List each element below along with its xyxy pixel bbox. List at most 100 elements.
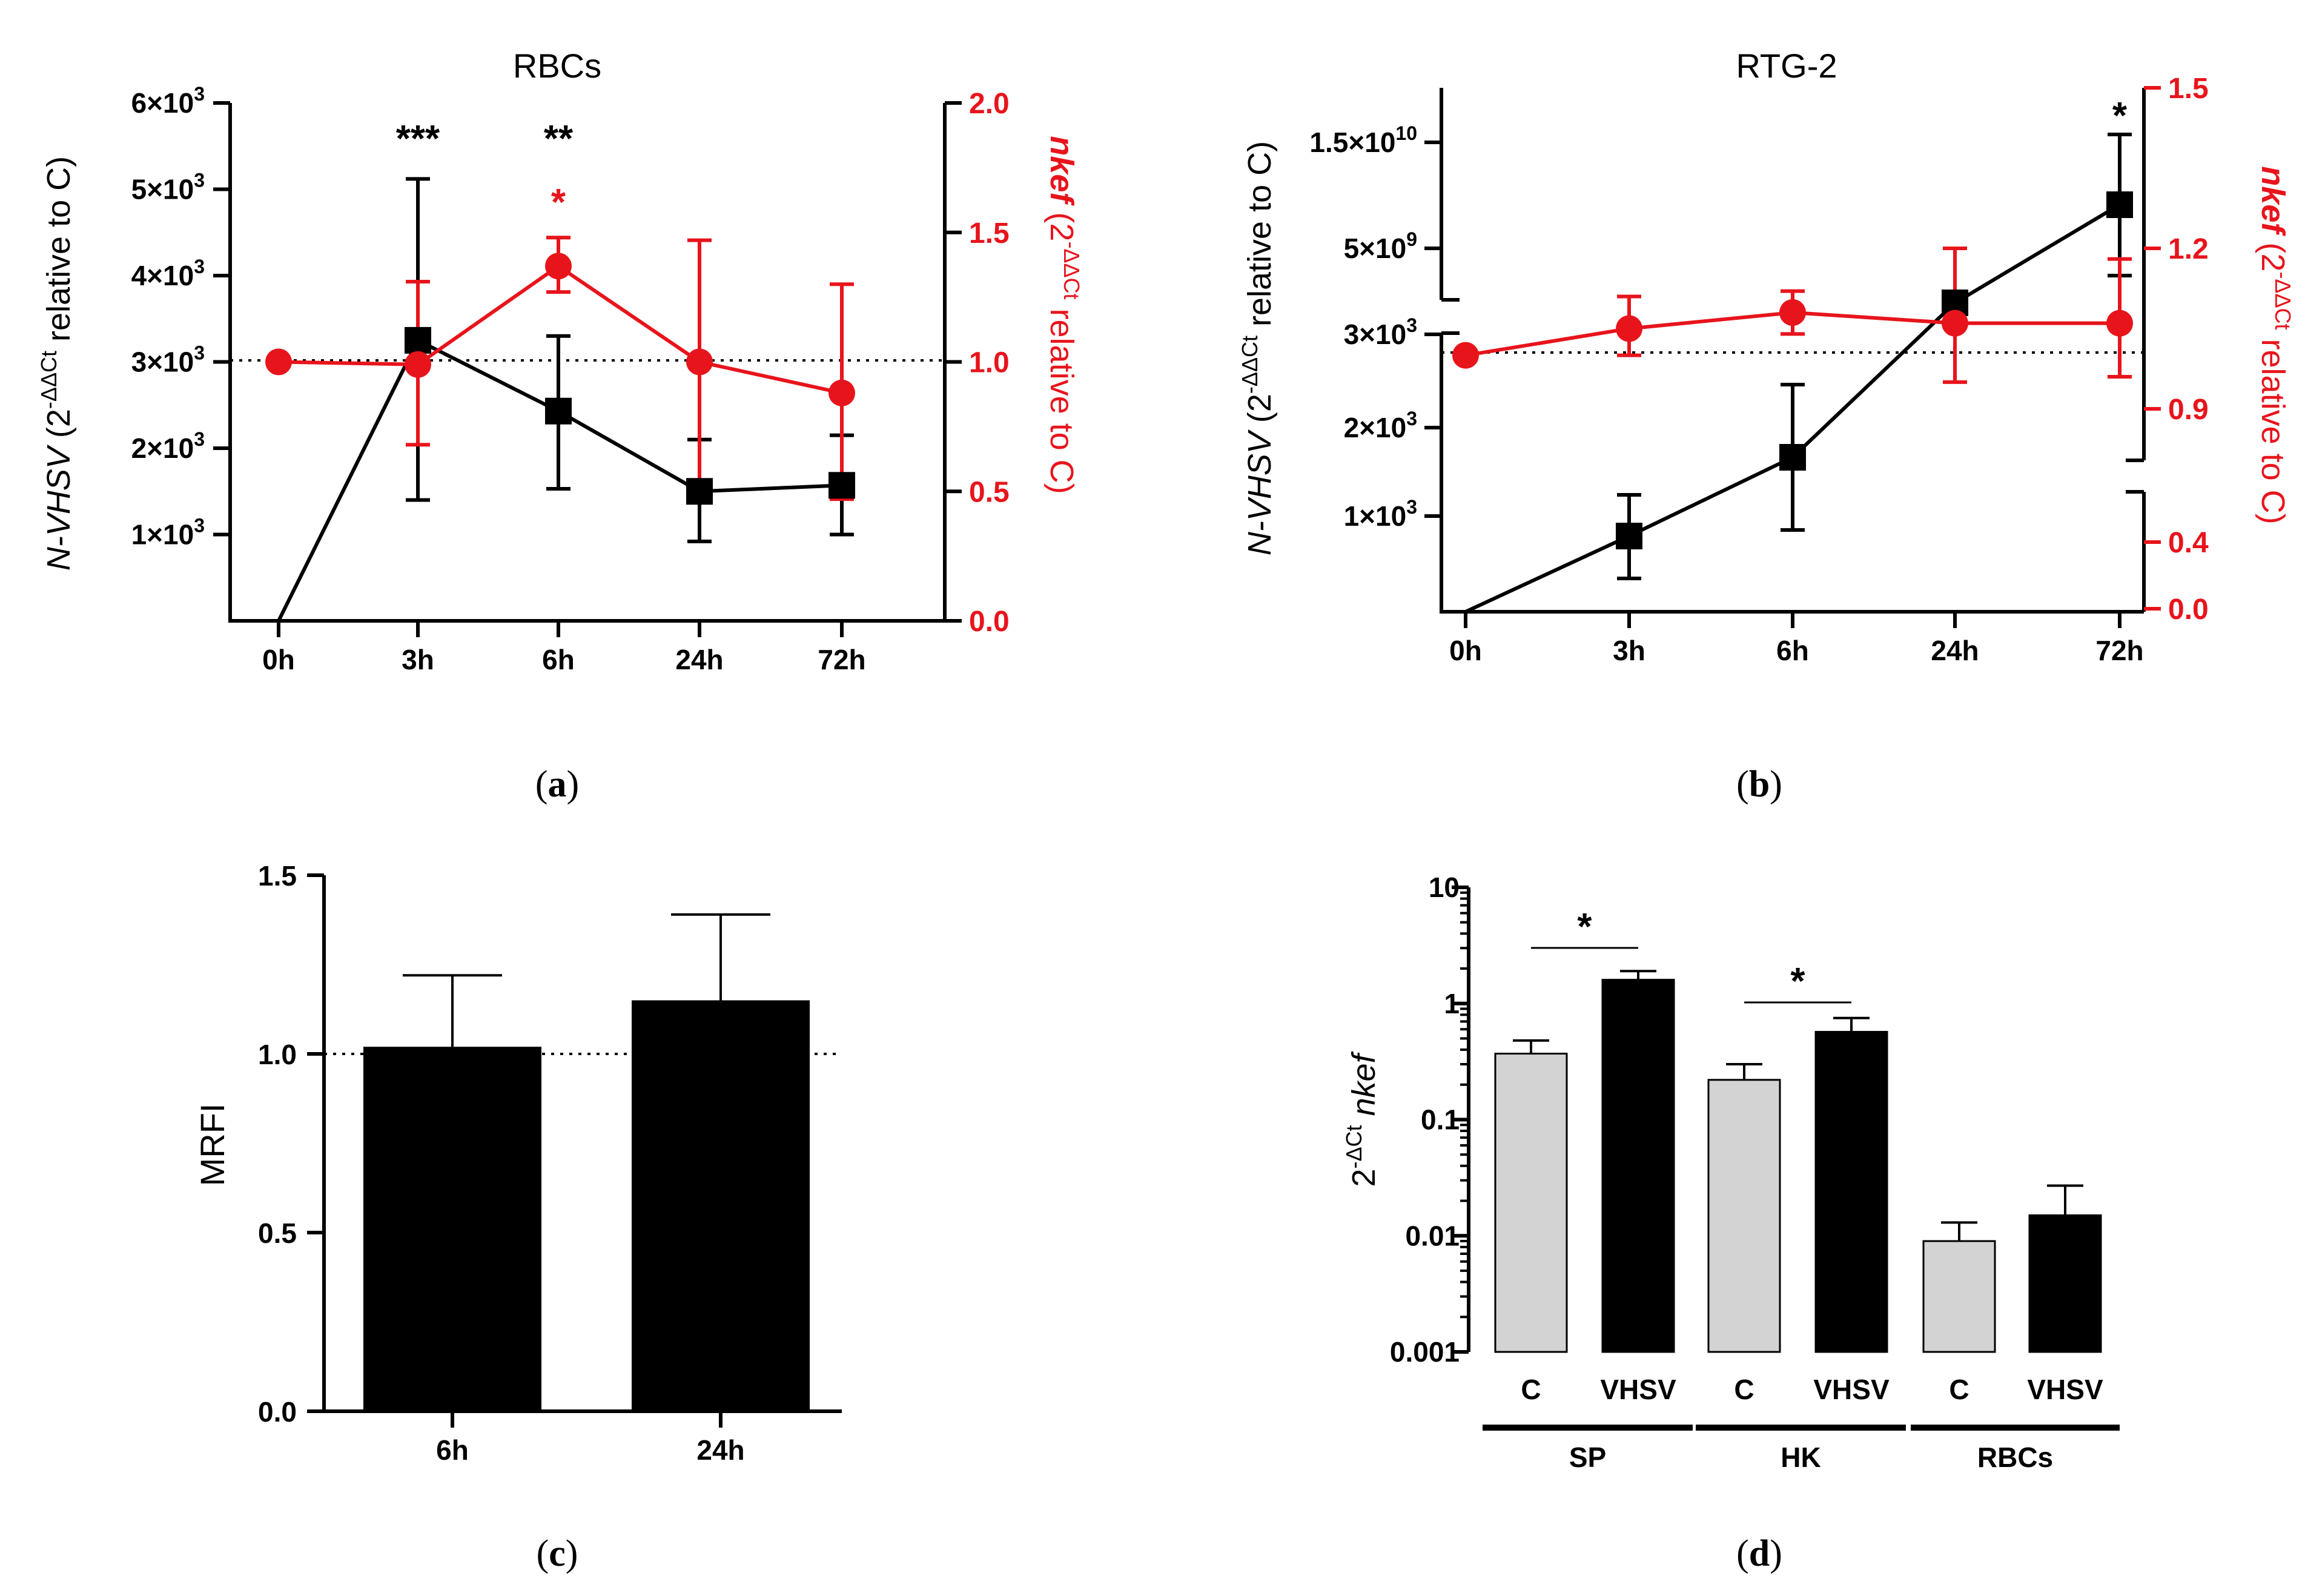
panel-b-right-ticks: 0.0 0.4 0.9 1.2 1.5 xyxy=(2144,73,2209,626)
panel-c-bar xyxy=(632,1000,810,1411)
panel-a-nvhsv-point xyxy=(686,478,713,505)
panel-b-nkef-point xyxy=(1452,342,1479,369)
panel-b-left-tick-label: 5×109 xyxy=(1344,228,1417,264)
panel-d-plot: C VHSV C VHSV C VHSV * * xyxy=(1494,906,2103,1405)
panel-c-bar xyxy=(363,1047,541,1411)
panel-a-significance-label: * xyxy=(551,182,566,224)
panel-b-significance-label: * xyxy=(2112,95,2128,137)
panel-b-nkef-point xyxy=(1616,315,1642,342)
panel-c-y-tick-label: 1.5 xyxy=(258,860,297,892)
panel-a-right-tick-label: 2.0 xyxy=(969,88,1010,120)
panel-a-nkef-point xyxy=(686,348,713,376)
panel-d-x-tick-label: VHSV xyxy=(1600,1374,1676,1405)
panel-d-nkef-log-chart: 0.001 0.01 0.1 1 10 C VHSV C VHSV C VHSV * * SP HK RB… xyxy=(1341,872,2120,1574)
panel-a-x-tick-label: 24h xyxy=(675,644,723,675)
panel-b-x-tick-label: 3h xyxy=(1613,635,1645,666)
panel-b-caption: (b) xyxy=(1736,764,1782,805)
panel-d-significance-label: * xyxy=(1577,906,1592,948)
panel-c-y-tick-label: 1.0 xyxy=(258,1039,297,1070)
panel-c-y-tick-label: 0.5 xyxy=(258,1217,297,1249)
panel-b-left-tick-label: 1.5×1010 xyxy=(1309,122,1417,158)
panel-b-plot: * xyxy=(1452,95,2133,614)
panel-b-nvhsv-point xyxy=(2106,191,2133,218)
panel-b-nkef-point xyxy=(1779,299,1806,326)
panel-d-y-tick-label: 10 xyxy=(1429,872,1460,903)
panel-a-right-tick-label: 0.0 xyxy=(969,606,1010,638)
panel-d-bar xyxy=(2028,1214,2102,1353)
panel-a-left-tick-label: 3×103 xyxy=(131,342,205,378)
panel-a-x-tick-label: 72h xyxy=(818,644,865,675)
panel-b-x-tick-label: 72h xyxy=(2095,635,2143,666)
panel-a-left-ylabel: N-VHSV (2-ΔΔCt relative to C) xyxy=(36,156,77,571)
panel-a-x-tick-label: 6h xyxy=(542,644,575,675)
panel-c-plot: 6h 24h xyxy=(324,913,842,1466)
panel-a-right-tick-label: 0.5 xyxy=(969,476,1010,508)
panel-a-caption: (a) xyxy=(535,764,579,805)
panel-b-right-tick-label: 1.2 xyxy=(2168,233,2209,265)
panel-c-y-tick-label: 0.0 xyxy=(258,1396,297,1428)
panel-d-x-tick-label: VHSV xyxy=(1813,1374,1890,1405)
panel-c-ylabel: MRFI xyxy=(193,1104,231,1187)
panel-d-group-label: RBCs xyxy=(1977,1442,2053,1473)
panel-a-nkef-point xyxy=(265,348,292,376)
panel-d-bar xyxy=(1494,1053,1568,1353)
panel-a-nkef-point xyxy=(545,253,572,280)
panel-d-y-tick-label: 0.1 xyxy=(1421,1104,1460,1136)
panel-d-significance-label: * xyxy=(1790,961,1805,1002)
panel-d-x-tick-label: C xyxy=(1521,1374,1541,1405)
panel-d-y-ticks: 0.001 0.01 0.1 1 10 xyxy=(1390,872,1469,1368)
panel-d-x-tick-label: C xyxy=(1949,1374,1969,1405)
panel-b-x-tick-label: 24h xyxy=(1931,635,1979,666)
panel-a-x-ticks: 0h 3h 6h 24h 72h xyxy=(262,621,866,675)
panel-d-bar xyxy=(1922,1240,1996,1353)
panel-a-right-tick-label: 1.5 xyxy=(969,217,1010,250)
panel-a-x-tick-label: 3h xyxy=(402,644,434,675)
panel-a-significance-label: ** xyxy=(544,118,574,160)
panel-d-y-tick-label: 0.001 xyxy=(1390,1336,1460,1368)
panel-d-bar xyxy=(1814,1031,1888,1353)
panel-a-nkef-point xyxy=(828,379,855,406)
panel-b-nvhsv-point xyxy=(1779,444,1806,471)
panel-d-x-tick-label: VHSV xyxy=(2027,1374,2103,1405)
panel-a-left-ticks: 1×103 2×103 3×103 4×103 5×103 6×103 xyxy=(131,83,230,551)
panel-b-right-tick-label: 0.4 xyxy=(2168,527,2209,559)
panel-d-group-label: HK xyxy=(1781,1442,1821,1473)
panel-b-nkef-point xyxy=(2106,310,2133,337)
panel-b-left-ticks: 1×103 2×103 3×103 5×109 1.5×1010 xyxy=(1309,122,1441,532)
panel-b-left-tick-label: 3×103 xyxy=(1344,314,1417,350)
panel-d-ylabel: 2-ΔCt nkef xyxy=(1341,1051,1382,1187)
panel-d-group-labels: SP HK RBCs xyxy=(1483,1425,2120,1473)
panel-b-right-tick-label: 0.0 xyxy=(2168,594,2209,626)
panel-a-plot: *** *** xyxy=(265,118,855,622)
panel-a-significance-label: *** xyxy=(396,118,440,160)
panel-a-left-tick-label: 4×103 xyxy=(131,256,205,291)
panel-d-y-tick-label: 0.01 xyxy=(1405,1220,1460,1251)
panel-a-nkef-point xyxy=(405,351,431,378)
panel-b-x-ticks: 0h 3h 6h 24h 72h xyxy=(1449,612,2144,666)
panel-a-left-tick-label: 5×103 xyxy=(131,170,205,205)
panel-b-right-tick-label: 0.9 xyxy=(2168,394,2209,426)
panel-b-left-ylabel: N-VHSV (2-ΔΔCt relative to C) xyxy=(1237,141,1278,555)
panel-a-left-tick-label: 6×103 xyxy=(131,83,205,119)
panel-b-left-tick-label: 1×103 xyxy=(1344,496,1417,532)
panel-d-bar xyxy=(1707,1079,1781,1353)
panel-b-nkef-point xyxy=(1942,310,1968,337)
panel-b-right-ylabel: nkef (2-ΔΔCt relative to C) xyxy=(2255,166,2295,524)
panel-a-nvhsv-point xyxy=(545,397,572,425)
panel-a-x-tick-label: 0h xyxy=(262,644,295,675)
panel-a-right-ylabel: nkef (2-ΔΔCt relative to C) xyxy=(1043,136,1084,494)
panel-a-left-tick-label: 1×103 xyxy=(131,515,205,551)
panel-b-x-tick-label: 6h xyxy=(1776,635,1809,666)
panel-c-mrfi-chart: 0.0 0.5 1.0 1.5 6h 24h MRFI (c) xyxy=(193,860,842,1574)
panel-c-caption: (c) xyxy=(537,1533,578,1574)
panel-b-title: RTG-2 xyxy=(1736,47,1837,85)
panel-b-nvhsv-point xyxy=(1616,523,1642,549)
panel-a-title: RBCs xyxy=(513,47,601,85)
panel-d-y-tick-label: 1 xyxy=(1444,988,1460,1019)
panel-c-x-tick-label: 6h xyxy=(436,1434,469,1466)
panel-b-right-tick-label: 1.5 xyxy=(2168,73,2209,105)
panel-a-nvhsv-point xyxy=(828,472,855,499)
panel-d-x-tick-label: C xyxy=(1734,1374,1754,1405)
panel-a-nvhsv-point xyxy=(405,326,431,354)
